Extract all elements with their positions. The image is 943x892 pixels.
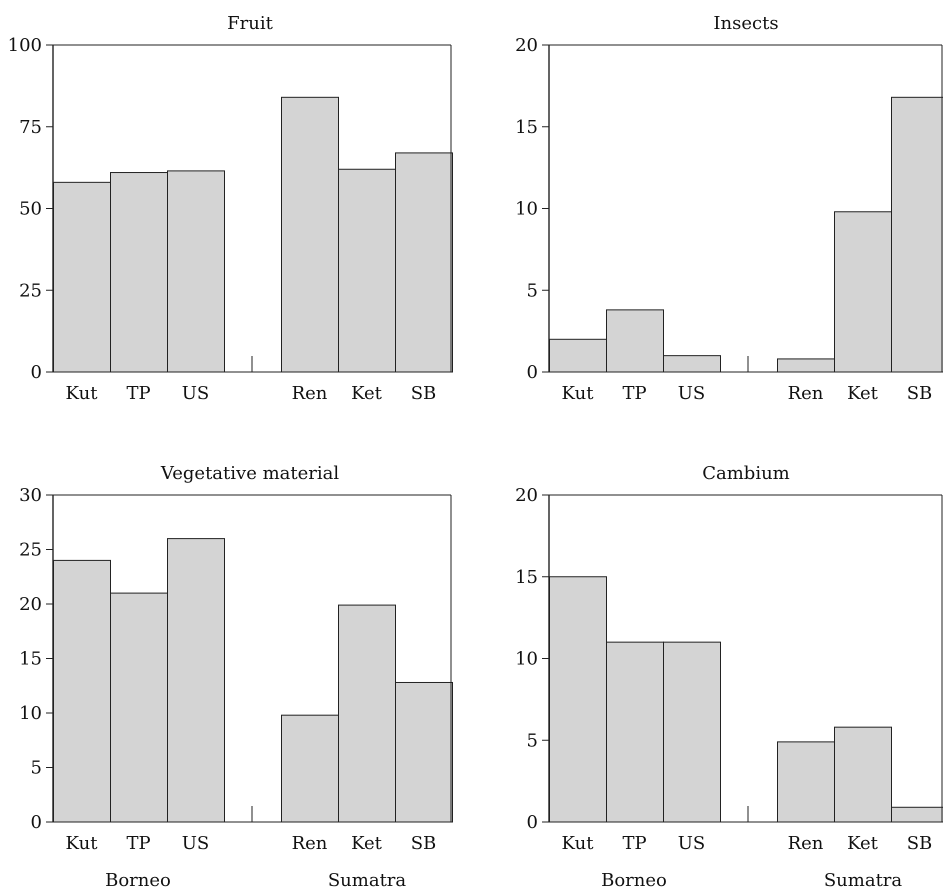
y-tick-label: 10 xyxy=(515,649,538,670)
x-tick-label-tp: TP xyxy=(126,833,150,854)
y-tick-label: 0 xyxy=(31,362,42,383)
y-tick-label: 0 xyxy=(527,812,538,833)
group-label-sumatra: Sumatra xyxy=(824,870,903,891)
bar-us xyxy=(167,170,225,373)
bar-tp xyxy=(606,309,664,373)
y-tick-label: 0 xyxy=(527,362,538,383)
chart-panel-1: 0 25 50 75 100 Fruit Kut TP US Ren Ket SB xyxy=(8,13,453,404)
bar-us xyxy=(167,538,225,823)
bar-ren xyxy=(281,714,339,823)
x-tick-label-tp: TP xyxy=(622,833,646,854)
x-tick-label-ren: Ren xyxy=(788,833,824,854)
bar-tp xyxy=(110,172,168,373)
x-tick-label-us: US xyxy=(182,383,210,404)
bar-ren xyxy=(777,358,835,373)
x-tick-label-ket: Ket xyxy=(847,833,879,854)
group-label-borneo: Borneo xyxy=(105,870,171,891)
bar-ket xyxy=(834,211,892,373)
x-tick-label-ket: Ket xyxy=(847,383,879,404)
bar-kut xyxy=(53,181,111,373)
x-tick-label-us: US xyxy=(678,833,706,854)
y-tick-label: 15 xyxy=(515,117,538,138)
group-label-borneo: Borneo xyxy=(601,870,667,891)
bar-sb xyxy=(891,96,943,373)
x-tick-label-sb: SB xyxy=(411,833,437,854)
x-tick-label-ren: Ren xyxy=(292,383,328,404)
x-tick-label-kut: Kut xyxy=(66,383,99,404)
bar-ket xyxy=(338,604,396,823)
panel-title: Fruit xyxy=(227,13,273,34)
y-tick-label: 30 xyxy=(19,485,42,506)
y-tick-label: 75 xyxy=(19,117,42,138)
x-tick-label-ren: Ren xyxy=(292,833,328,854)
bar-ren xyxy=(281,96,339,373)
x-tick-label-us: US xyxy=(678,383,706,404)
bar-ket xyxy=(834,726,892,823)
x-tick-label-kut: Kut xyxy=(562,833,595,854)
panel-title: Cambium xyxy=(702,463,790,484)
y-tick-label: 25 xyxy=(19,540,42,561)
x-tick-label-tp: TP xyxy=(126,383,150,404)
group-label-sumatra: Sumatra xyxy=(328,870,407,891)
chart-panel-2: 0 5 10 15 20 Insects Kut TP US Ren Ket SB xyxy=(515,13,943,404)
x-tick-label-sb: SB xyxy=(907,833,933,854)
x-tick-label-sb: SB xyxy=(907,383,933,404)
y-tick-label: 25 xyxy=(19,280,42,301)
chart-panel-4: 0 5 10 15 20 Cambium Kut TP US Ren Ket SB Borneo Suma… xyxy=(515,463,943,891)
panel-title: Insects xyxy=(713,13,778,34)
y-tick-label: 5 xyxy=(527,280,538,301)
bar-sb xyxy=(395,681,453,823)
bar-tp xyxy=(110,592,168,823)
y-tick-label: 20 xyxy=(19,594,42,615)
x-tick-label-us: US xyxy=(182,833,210,854)
bar-kut xyxy=(549,576,607,823)
y-tick-label: 15 xyxy=(515,567,538,588)
bar-us xyxy=(663,641,721,823)
bar-kut xyxy=(549,338,607,373)
bar-sb xyxy=(395,152,453,373)
y-tick-label: 5 xyxy=(31,758,42,779)
bar-ren xyxy=(777,741,835,823)
x-tick-label-kut: Kut xyxy=(562,383,595,404)
y-tick-label: 100 xyxy=(8,35,42,56)
y-tick-label: 10 xyxy=(515,199,538,220)
x-tick-label-ket: Ket xyxy=(351,833,383,854)
y-tick-label: 5 xyxy=(527,730,538,751)
x-tick-label-tp: TP xyxy=(622,383,646,404)
panel-title: Vegetative material xyxy=(160,463,339,484)
x-tick-label-kut: Kut xyxy=(66,833,99,854)
y-tick-label: 20 xyxy=(515,485,538,506)
x-tick-label-sb: SB xyxy=(411,383,437,404)
bar-ket xyxy=(338,168,396,373)
y-tick-label: 10 xyxy=(19,703,42,724)
bar-sb xyxy=(891,806,943,823)
y-tick-label: 20 xyxy=(515,35,538,56)
x-tick-label-ket: Ket xyxy=(351,383,383,404)
bar-kut xyxy=(53,559,111,823)
bar-tp xyxy=(606,641,664,823)
chart-panel-3: 0 5 10 15 20 25 30 Vegetative material Kut TP US Re… xyxy=(19,463,453,891)
y-tick-label: 15 xyxy=(19,649,42,670)
y-tick-label: 0 xyxy=(31,812,42,833)
bar-us xyxy=(663,355,721,373)
x-tick-label-ren: Ren xyxy=(788,383,824,404)
y-tick-label: 50 xyxy=(19,199,42,220)
